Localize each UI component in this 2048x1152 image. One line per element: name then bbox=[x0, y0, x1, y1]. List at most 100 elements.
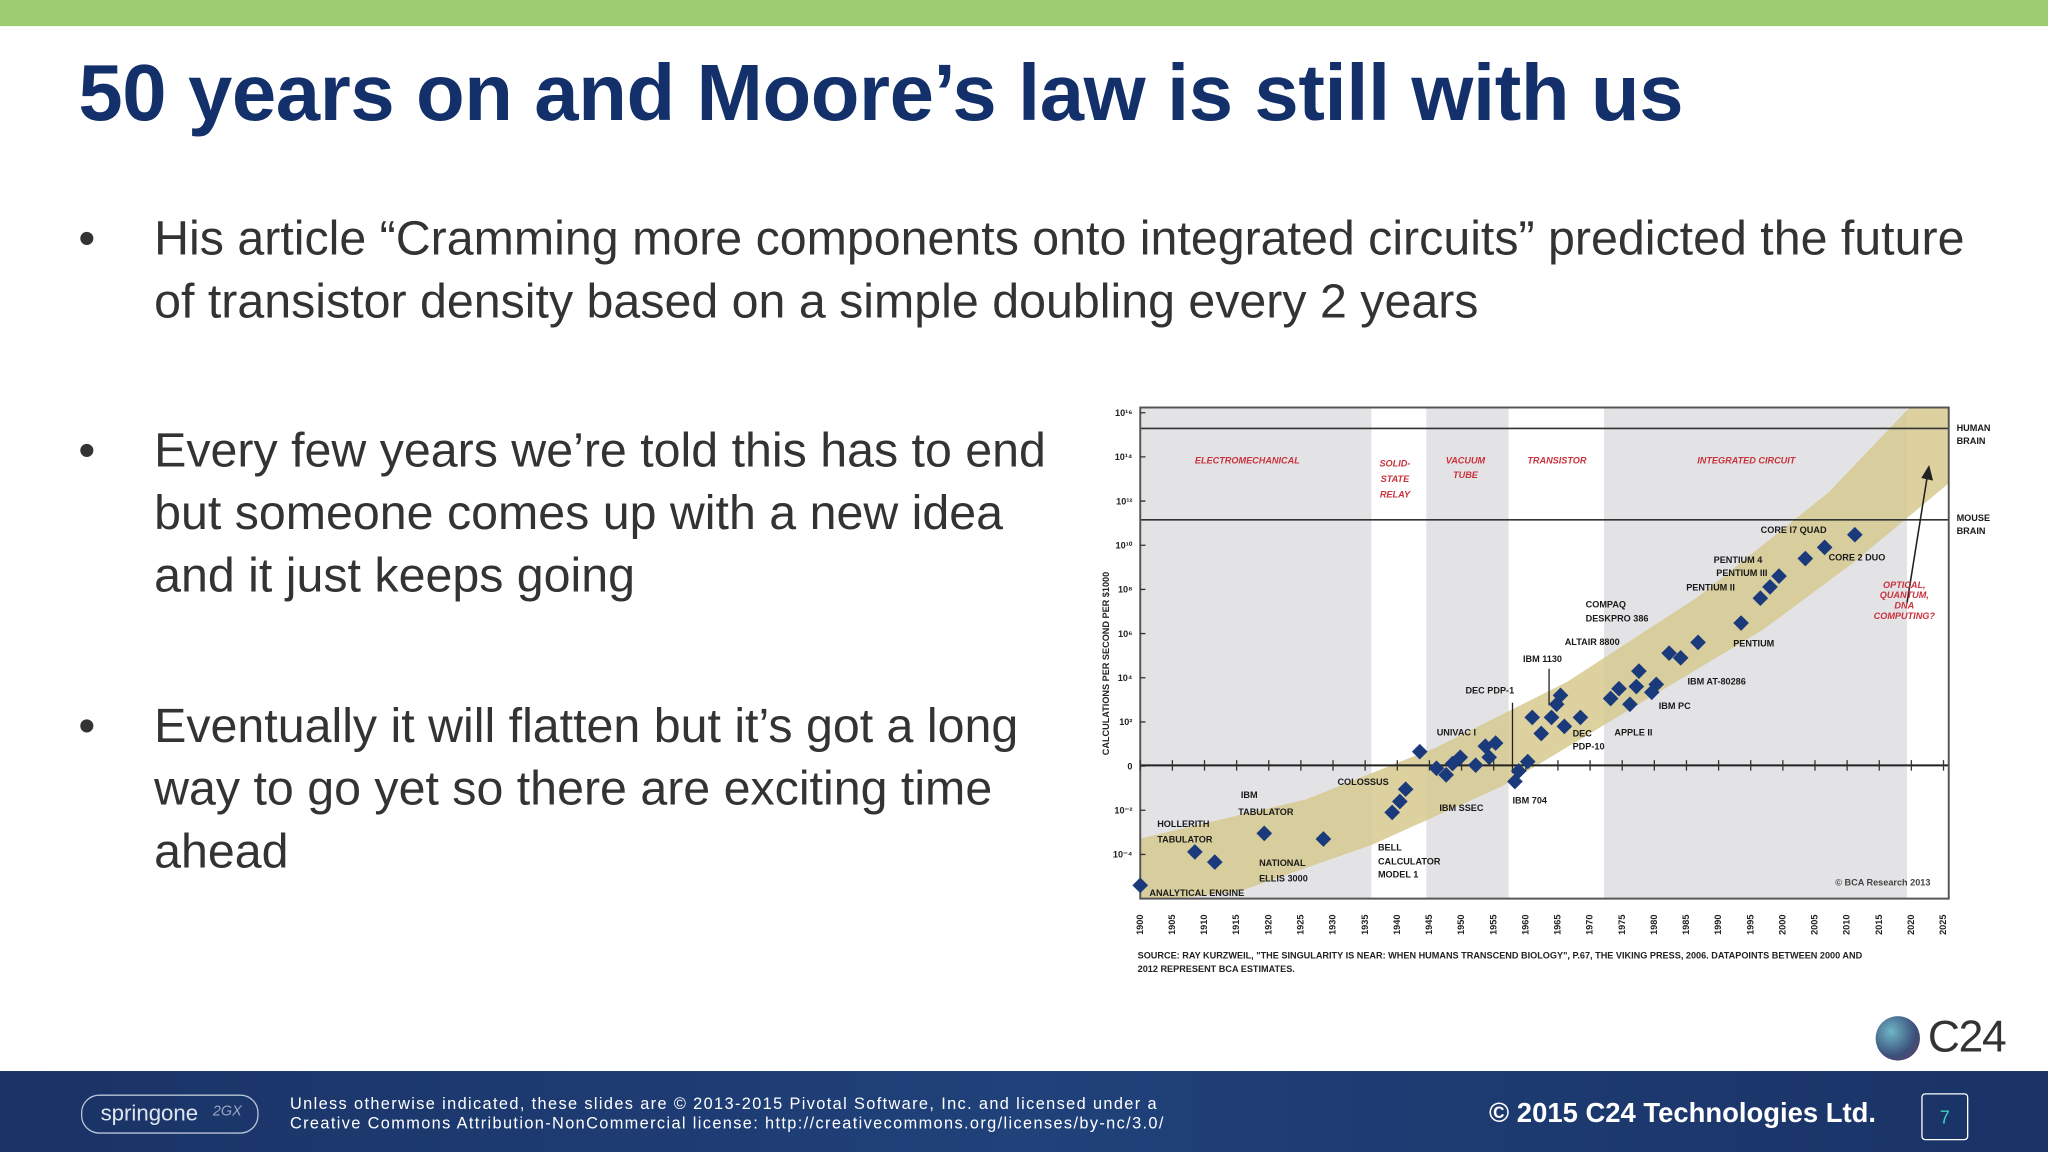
annotation: TABULATOR bbox=[1238, 807, 1294, 817]
bullet-text: Eventually it will flatten but it’s got … bbox=[154, 698, 1019, 878]
data-point bbox=[1572, 709, 1589, 726]
data-point bbox=[1132, 877, 1149, 894]
arrow bbox=[1906, 472, 1929, 604]
annotation: ELLIS 3000 bbox=[1259, 874, 1308, 884]
annotation: NATIONAL bbox=[1259, 858, 1306, 868]
x-tick-label: 1960 bbox=[1520, 915, 1530, 935]
x-tick-label: 1930 bbox=[1328, 915, 1338, 935]
source-note: SOURCE: RAY KURZWEIL, "THE SINGULARITY I… bbox=[1138, 951, 1863, 961]
top-bar bbox=[0, 0, 2048, 27]
annotation: BELL bbox=[1378, 842, 1402, 852]
data-point bbox=[1816, 539, 1833, 556]
y-tick-label: 10⁻² bbox=[1114, 806, 1132, 816]
annotation: MOUSE bbox=[1957, 513, 1990, 523]
annotation: CORE 2 DUO bbox=[1829, 552, 1886, 562]
era-label: COMPUTING? bbox=[1874, 611, 1936, 621]
data-point bbox=[1533, 725, 1550, 742]
x-tick-label: 1900 bbox=[1135, 915, 1145, 935]
data-point bbox=[1428, 760, 1445, 777]
era-label: VACUUM bbox=[1446, 456, 1486, 466]
annotation: BRAIN bbox=[1957, 526, 1986, 536]
annotation: HOLLERITH bbox=[1157, 819, 1209, 829]
annotation: IBM SSEC bbox=[1439, 803, 1484, 813]
era-label: QUANTUM, bbox=[1880, 590, 1929, 600]
license-text: Creative Commons Attribution-NonCommerci… bbox=[289, 1114, 1165, 1133]
annotation: APPLE II bbox=[1614, 727, 1652, 737]
bullet-dot: • bbox=[78, 211, 96, 266]
y-axis-title: CALCULATIONS PER SECOND PER $1000 bbox=[1101, 572, 1111, 755]
bullet-text: Every few years we’re told this has to e… bbox=[154, 423, 1046, 603]
annotation: CORE I7 QUAD bbox=[1761, 525, 1827, 535]
x-tick-label: 1965 bbox=[1553, 915, 1563, 935]
data-point bbox=[1543, 709, 1560, 726]
era-label: TUBE bbox=[1453, 470, 1479, 480]
data-point bbox=[1438, 767, 1454, 783]
annotation: CALCULATOR bbox=[1378, 857, 1441, 867]
x-tick-label: 1970 bbox=[1585, 915, 1595, 935]
x-tick-label: 1955 bbox=[1488, 915, 1498, 935]
event-logo: springone 2GX bbox=[80, 1094, 259, 1134]
chart: 10¹⁶ 10¹⁴ 10¹² 10¹⁰ 10⁸ 10⁶ 10⁴ 10² 0 10⁻² 10⁻⁴ 190… bbox=[1101, 406, 1991, 974]
annotation: PDP-10 bbox=[1573, 742, 1605, 752]
x-tick-label: 1910 bbox=[1199, 915, 1209, 935]
event-name: springone bbox=[100, 1101, 199, 1126]
era-label: SOLID- bbox=[1379, 458, 1410, 468]
era-label: DNA bbox=[1894, 601, 1914, 611]
bullet-text: His article “Cramming more components on… bbox=[154, 211, 1965, 328]
data-point bbox=[1690, 634, 1706, 651]
slide-title: 50 years on and Moore’s law is still wit… bbox=[78, 48, 1684, 138]
annotation: DEC bbox=[1573, 729, 1593, 739]
annotation: PENTIUM 4 bbox=[1714, 555, 1764, 565]
plot-frame bbox=[1139, 406, 1950, 900]
credit: © BCA Research 2013 bbox=[1835, 878, 1930, 888]
era-label: ELECTROMECHANICAL bbox=[1195, 456, 1300, 466]
x-tick-label: 2000 bbox=[1777, 915, 1787, 935]
data-point bbox=[1631, 663, 1647, 679]
trend-band bbox=[1140, 407, 1949, 899]
x-tick-label: 1945 bbox=[1424, 915, 1434, 935]
annotation: DESKPRO 386 bbox=[1586, 614, 1649, 624]
x-tick-label: 2020 bbox=[1906, 915, 1916, 935]
data-point bbox=[1467, 757, 1484, 774]
x-tick-label: 1980 bbox=[1649, 915, 1659, 935]
data-point bbox=[1452, 749, 1469, 766]
footer: springone 2GX Unless otherwise indicated,… bbox=[0, 1071, 2048, 1152]
annotation: MODEL 1 bbox=[1378, 870, 1418, 880]
y-tick-label: 10⁶ bbox=[1118, 629, 1132, 639]
annotation: HUMAN bbox=[1957, 423, 1991, 433]
x-tick-label: 1935 bbox=[1360, 915, 1370, 935]
x-tick-label: 1915 bbox=[1231, 915, 1241, 935]
bullet: • His article “Cramming more components o… bbox=[78, 208, 1983, 333]
data-point bbox=[1397, 781, 1414, 798]
annotation: COMPAQ bbox=[1586, 599, 1626, 609]
y-tick-label: 10¹⁶ bbox=[1115, 408, 1132, 418]
y-tick-label: 10⁴ bbox=[1118, 673, 1133, 683]
x-tick-label: 1920 bbox=[1263, 915, 1273, 935]
data-point bbox=[1552, 687, 1569, 704]
y-tick-label: 10¹⁴ bbox=[1115, 452, 1133, 462]
data-point bbox=[1752, 590, 1769, 607]
x-tick-label: 1975 bbox=[1617, 915, 1627, 935]
x-tick-label: 1905 bbox=[1167, 915, 1177, 935]
annotation: IBM 1130 bbox=[1523, 654, 1562, 664]
era-label: RELAY bbox=[1380, 490, 1411, 500]
bullet: • Eventually it will flatten but it’s got… bbox=[78, 695, 1068, 883]
event-suffix: 2GX bbox=[212, 1103, 242, 1120]
license-text: Unless otherwise indicated, these slides… bbox=[289, 1094, 1158, 1113]
data-point bbox=[1648, 676, 1665, 693]
annotation: IBM bbox=[1241, 790, 1258, 800]
data-point bbox=[1602, 690, 1619, 707]
annotation: IBM PC bbox=[1659, 701, 1691, 711]
bullet-dot: • bbox=[78, 698, 96, 753]
era-label: STATE bbox=[1381, 474, 1410, 484]
data-point bbox=[1556, 718, 1573, 735]
y-tick-label: 10⁻⁴ bbox=[1113, 850, 1132, 860]
annotation: COLOSSUS bbox=[1337, 777, 1388, 787]
copyright: © 2015 C24 Technologies Ltd. bbox=[1488, 1098, 1877, 1129]
annotation: ALTAIR 8800 bbox=[1565, 637, 1620, 647]
x-tick-label: 2005 bbox=[1810, 915, 1820, 935]
x-tick-label: 1985 bbox=[1681, 915, 1691, 935]
data-point bbox=[1797, 550, 1814, 567]
annotation: PENTIUM II bbox=[1686, 582, 1735, 592]
logo-text: C24 bbox=[1927, 1012, 2007, 1062]
